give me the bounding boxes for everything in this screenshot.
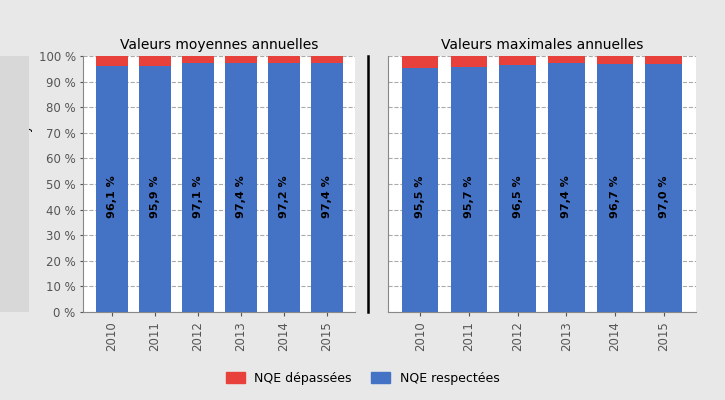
Bar xyxy=(402,68,439,312)
Text: 97,4 %: 97,4 % xyxy=(236,176,246,218)
Text: 97,1 %: 97,1 % xyxy=(193,176,203,218)
Text: 95,9 %: 95,9 % xyxy=(150,176,160,218)
Bar xyxy=(182,56,214,64)
Bar xyxy=(138,66,171,312)
Bar xyxy=(548,63,584,312)
Bar xyxy=(268,63,300,312)
Bar xyxy=(225,63,257,312)
Y-axis label: % de résultats d'analyse: % de résultats d'analyse xyxy=(20,111,33,257)
Text: 96,5 %: 96,5 % xyxy=(513,176,523,218)
Bar xyxy=(182,64,214,312)
Legend: NQE dépassées, NQE respectées: NQE dépassées, NQE respectées xyxy=(220,367,505,390)
Bar xyxy=(500,56,536,65)
Bar xyxy=(402,56,439,68)
Bar xyxy=(451,56,487,67)
Bar xyxy=(225,56,257,63)
Bar xyxy=(96,56,128,66)
Bar xyxy=(597,56,633,64)
Bar xyxy=(310,63,343,312)
Text: 97,2 %: 97,2 % xyxy=(279,176,289,218)
Bar xyxy=(645,56,682,64)
Text: 96,7 %: 96,7 % xyxy=(610,176,620,218)
Bar xyxy=(645,64,682,312)
Title: Valeurs moyennes annuelles: Valeurs moyennes annuelles xyxy=(120,38,318,52)
Text: 95,7 %: 95,7 % xyxy=(464,176,474,218)
Bar xyxy=(268,56,300,63)
Bar xyxy=(597,64,633,312)
Bar xyxy=(138,56,171,66)
Text: 97,0 %: 97,0 % xyxy=(659,176,668,218)
Bar xyxy=(500,65,536,312)
Bar xyxy=(451,67,487,312)
Text: 95,5 %: 95,5 % xyxy=(415,176,425,218)
Text: 97,4 %: 97,4 % xyxy=(322,176,332,218)
Bar xyxy=(310,56,343,63)
Text: 96,1 %: 96,1 % xyxy=(107,176,117,218)
Bar xyxy=(96,66,128,312)
Text: 97,4 %: 97,4 % xyxy=(561,176,571,218)
Title: Valeurs maximales annuelles: Valeurs maximales annuelles xyxy=(441,38,643,52)
Bar xyxy=(548,56,584,63)
